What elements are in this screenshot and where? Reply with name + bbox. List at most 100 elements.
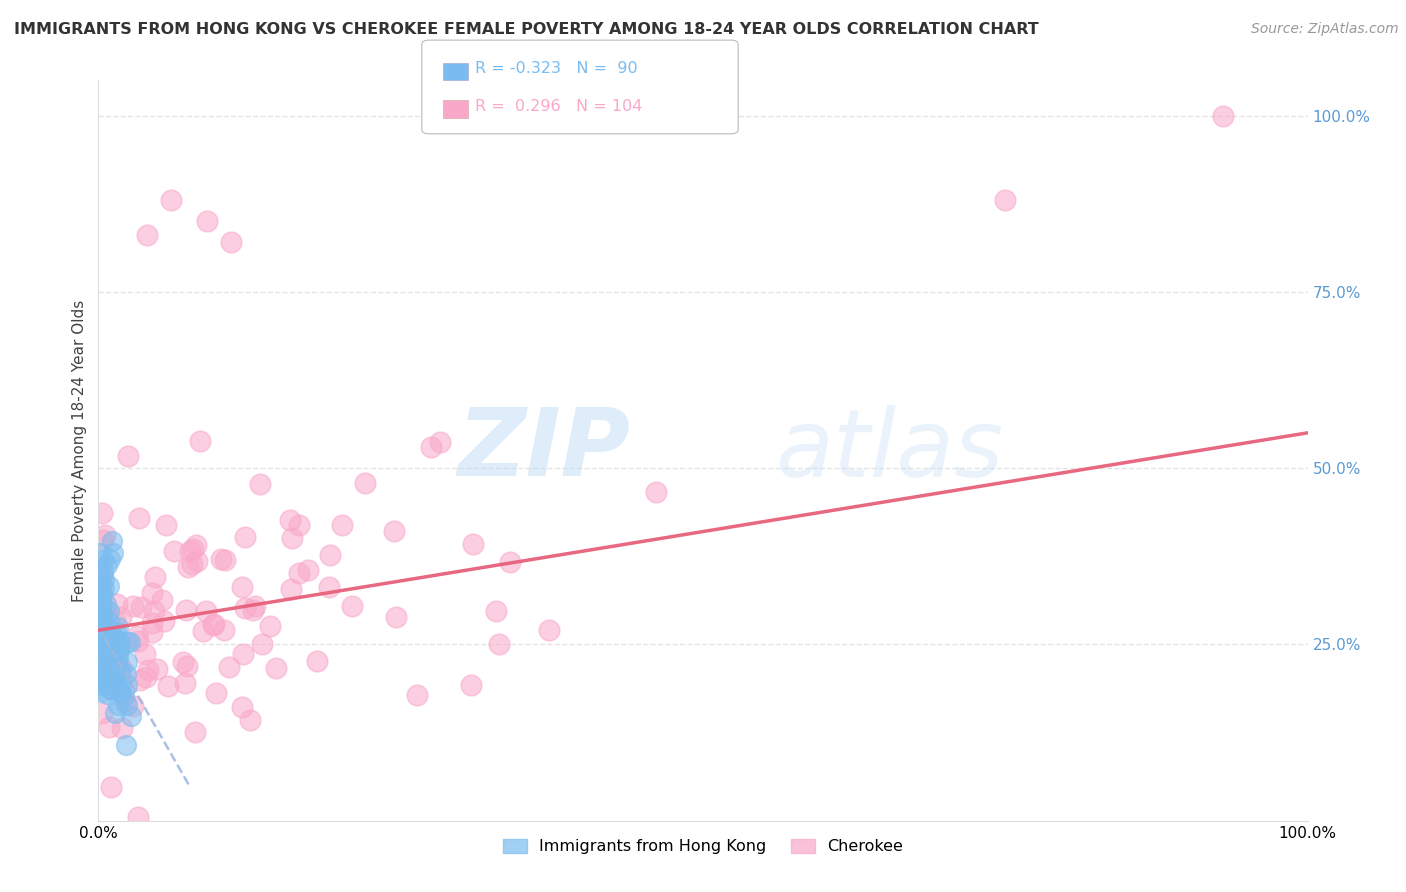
- Point: [108, 633, 131, 648]
- Point: [89, 670, 111, 684]
- Text: R =  0.296   N = 104: R = 0.296 N = 104: [475, 99, 643, 113]
- Point: [297, 563, 319, 577]
- Point: [231, 580, 253, 594]
- Point: [186, 553, 208, 567]
- Point: [103, 635, 125, 649]
- Point: [98, 579, 121, 593]
- Point: [96, 628, 118, 642]
- Point: [143, 603, 166, 617]
- Point: [145, 569, 167, 583]
- Point: [90, 604, 112, 618]
- Point: [205, 685, 228, 699]
- Point: [281, 531, 304, 545]
- Point: [115, 635, 138, 649]
- Point: [264, 660, 287, 674]
- Point: [141, 616, 163, 631]
- Point: [111, 721, 134, 735]
- Point: [100, 780, 122, 794]
- Point: [120, 634, 142, 648]
- Point: [90, 656, 112, 670]
- Point: [488, 637, 510, 651]
- Point: [108, 643, 131, 657]
- Point: [90, 677, 112, 691]
- Point: [195, 604, 218, 618]
- Point: [259, 618, 281, 632]
- Point: [90, 636, 112, 650]
- Point: [114, 739, 136, 753]
- Point: [318, 580, 340, 594]
- Point: [91, 589, 114, 603]
- Point: [100, 635, 122, 649]
- Point: [319, 548, 342, 562]
- Point: [174, 603, 197, 617]
- Point: [93, 572, 115, 586]
- Point: [90, 608, 112, 623]
- Point: [104, 706, 127, 720]
- Point: [157, 679, 180, 693]
- Point: [163, 544, 186, 558]
- Point: [105, 624, 128, 639]
- Point: [460, 678, 482, 692]
- Point: [115, 667, 138, 681]
- Point: [278, 513, 301, 527]
- Point: [98, 551, 121, 566]
- Point: [150, 593, 173, 607]
- Point: [107, 620, 129, 634]
- Point: [105, 632, 128, 646]
- Point: [97, 648, 120, 662]
- Point: [354, 476, 377, 491]
- Point: [385, 610, 408, 624]
- Point: [94, 618, 117, 632]
- Point: [429, 435, 451, 450]
- Point: [89, 606, 111, 620]
- Point: [141, 585, 163, 599]
- Point: [218, 660, 240, 674]
- Point: [645, 484, 668, 499]
- Point: [155, 517, 177, 532]
- Point: [91, 685, 114, 699]
- Text: ZIP: ZIP: [457, 404, 630, 497]
- Point: [98, 667, 121, 681]
- Point: [110, 677, 132, 691]
- Point: [485, 604, 508, 618]
- Point: [212, 624, 235, 638]
- Point: [114, 694, 136, 708]
- Point: [105, 636, 128, 650]
- Point: [115, 678, 138, 692]
- Point: [172, 655, 194, 669]
- Point: [104, 636, 127, 650]
- Point: [89, 617, 111, 632]
- Point: [93, 552, 115, 566]
- Point: [243, 599, 266, 613]
- Point: [117, 449, 139, 463]
- Point: [153, 614, 176, 628]
- Point: [87, 673, 110, 687]
- Point: [112, 689, 135, 703]
- Point: [101, 534, 124, 549]
- Point: [214, 553, 236, 567]
- Point: [120, 709, 142, 723]
- Point: [97, 687, 120, 701]
- Point: [498, 555, 520, 569]
- Point: [103, 670, 125, 684]
- Point: [110, 660, 132, 674]
- Point: [461, 537, 484, 551]
- Point: [233, 531, 256, 545]
- Point: [107, 656, 129, 670]
- Point: [221, 235, 243, 250]
- Point: [125, 629, 148, 643]
- Point: [136, 663, 159, 677]
- Point: [160, 193, 183, 207]
- Point: [93, 581, 115, 595]
- Point: [134, 647, 156, 661]
- Point: [89, 627, 111, 641]
- Point: [98, 628, 121, 642]
- Y-axis label: Female Poverty Among 18-24 Year Olds: Female Poverty Among 18-24 Year Olds: [72, 300, 87, 601]
- Point: [96, 558, 118, 573]
- Point: [107, 640, 129, 654]
- Point: [93, 615, 115, 630]
- Point: [181, 558, 204, 572]
- Point: [107, 698, 129, 712]
- Point: [101, 546, 124, 560]
- Point: [184, 725, 207, 739]
